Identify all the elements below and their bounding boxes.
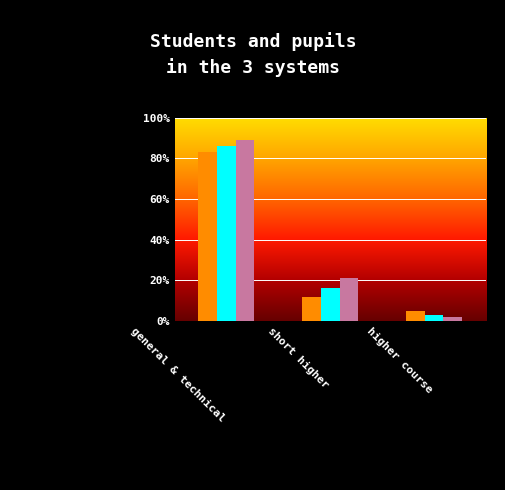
- Text: Students and pupils
in the 3 systems: Students and pupils in the 3 systems: [149, 32, 356, 77]
- Bar: [339, 278, 358, 321]
- Bar: [301, 296, 320, 321]
- Bar: [320, 289, 339, 321]
- Bar: [217, 146, 235, 321]
- Bar: [235, 140, 254, 321]
- Bar: [405, 311, 424, 321]
- Bar: [424, 315, 442, 321]
- Bar: [198, 152, 217, 321]
- Bar: [442, 317, 461, 321]
